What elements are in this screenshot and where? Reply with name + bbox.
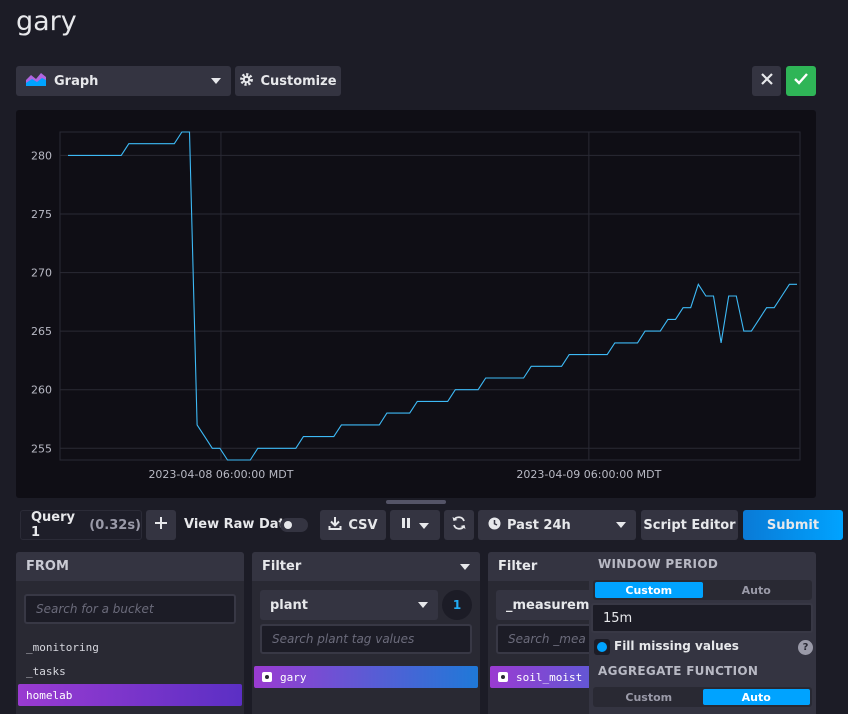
filter-function-select[interactable]: Filter: [488, 552, 598, 581]
filter-function-select[interactable]: Filter: [252, 552, 480, 581]
tag-value-label: soil_moist: [516, 670, 583, 684]
filter-header-label: Filter: [498, 559, 538, 574]
submit-button[interactable]: Submit: [743, 510, 843, 540]
window-period-title: WINDOW PERIOD: [598, 557, 719, 571]
tag-value-item-soil-moisture[interactable]: soil_moist: [490, 666, 598, 688]
refresh-button[interactable]: [444, 510, 474, 540]
x-tick-label: 2023-04-08 06:00:00 MDT: [148, 468, 293, 481]
script-editor-button[interactable]: Script Editor: [641, 510, 738, 540]
y-tick-label: 255: [31, 442, 52, 455]
aggregate-custom-option[interactable]: Custom: [625, 690, 673, 704]
customize-button[interactable]: Customize: [235, 66, 341, 96]
query-tab[interactable]: Query 1 (0.32s): [20, 510, 142, 540]
x-tick-label: 2023-04-09 06:00:00 MDT: [516, 468, 661, 481]
window-period-auto-option[interactable]: Auto: [741, 583, 771, 597]
time-range-label: Past 24h: [507, 517, 571, 533]
chevron-down-icon: [418, 602, 428, 608]
graph-panel: 255 260 265 270 275 280 2023-04-08 06:00:00 MD…: [16, 110, 816, 498]
window-period-toggle: Custom Auto: [593, 580, 812, 600]
view-raw-data-toggle[interactable]: [280, 518, 308, 532]
y-tick-label: 270: [31, 267, 52, 280]
tag-key-label: _measureme: [506, 597, 598, 613]
tag-value-search-input[interactable]: Search _mea: [496, 624, 598, 654]
window-aggregate-card: WINDOW PERIOD Custom Auto 15m Fill missi…: [589, 552, 816, 714]
visualization-type-label: Graph: [54, 73, 99, 89]
time-range-dropdown[interactable]: Past 24h: [478, 510, 636, 540]
customize-label: Customize: [260, 73, 337, 89]
window-period-input[interactable]: 15m: [591, 603, 813, 633]
aggregate-function-toggle: Custom Auto: [593, 687, 812, 707]
query-tab-label: Query 1: [31, 510, 76, 540]
chevron-down-icon: [616, 522, 626, 528]
page-title: gary: [16, 6, 77, 37]
y-tick-label: 260: [31, 384, 52, 397]
bucket-item-monitoring[interactable]: _monitoring: [26, 640, 99, 654]
chevron-down-icon: [211, 78, 221, 84]
tag-value-label: gary: [280, 670, 307, 684]
filter-card-measurement: Filter _measureme Search _mea soil_moist: [488, 552, 598, 714]
window-period-custom-option[interactable]: Custom: [595, 582, 703, 598]
resize-handle[interactable]: [386, 500, 446, 504]
gear-icon: [239, 72, 254, 91]
chevron-down-icon: [419, 518, 429, 533]
tag-key-label: plant: [270, 597, 309, 613]
line-chart: 255 260 265 270 275 280 2023-04-08 06:00:00 MD…: [31, 131, 801, 481]
checkmark-icon: [794, 73, 808, 89]
window-edge: [848, 0, 864, 714]
checkbox-icon: [498, 672, 508, 682]
y-tick-label: 280: [31, 149, 52, 162]
tag-value-item-gary[interactable]: gary: [254, 666, 478, 688]
close-icon: [760, 73, 773, 89]
download-icon: [328, 516, 342, 534]
filter-header-label: Filter: [262, 559, 302, 574]
chevron-down-icon: [460, 564, 470, 570]
visualization-type-select[interactable]: Graph: [16, 66, 231, 96]
query-time: (0.32s): [89, 517, 141, 533]
csv-label: CSV: [348, 517, 378, 533]
plot-area: [59, 131, 801, 461]
autorefresh-dropdown[interactable]: [390, 510, 440, 540]
bucket-item-tasks[interactable]: _tasks: [26, 664, 66, 678]
bucket-search-input[interactable]: Search for a bucket: [24, 594, 236, 624]
y-tick-label: 265: [31, 325, 52, 338]
help-icon[interactable]: ?: [798, 640, 813, 655]
graph-icon: [26, 72, 46, 90]
filter-card-plant: Filter plant 1 Search plant tag values g…: [252, 552, 480, 714]
plus-icon: [154, 516, 168, 534]
series-line: [68, 131, 797, 461]
tag-key-select[interactable]: plant: [260, 590, 438, 620]
refresh-icon: [451, 515, 467, 535]
view-raw-data-label: View Raw Data: [184, 517, 294, 532]
aggregate-function-title: AGGREGATE FUNCTION: [598, 664, 759, 678]
tag-key-select[interactable]: _measureme: [496, 590, 598, 620]
checkbox-icon: [262, 672, 272, 682]
add-query-button[interactable]: [146, 510, 176, 540]
from-header: FROM: [16, 552, 244, 581]
tag-value-search-input[interactable]: Search plant tag values: [260, 624, 472, 654]
pause-icon: [401, 517, 411, 533]
bucket-item-homelab[interactable]: homelab: [18, 684, 242, 706]
cancel-button[interactable]: [752, 66, 781, 96]
from-bucket-card: FROM Search for a bucket _monitoring _ta…: [16, 552, 244, 714]
selected-count-badge: 1: [442, 590, 472, 620]
aggregate-auto-option[interactable]: Auto: [702, 689, 810, 705]
clock-icon: [488, 517, 501, 534]
save-button[interactable]: [786, 66, 816, 96]
csv-download-button[interactable]: CSV: [320, 510, 386, 540]
fill-missing-label: Fill missing values: [614, 639, 739, 653]
fill-missing-checkbox[interactable]: [594, 639, 610, 655]
y-tick-label: 275: [31, 208, 52, 221]
